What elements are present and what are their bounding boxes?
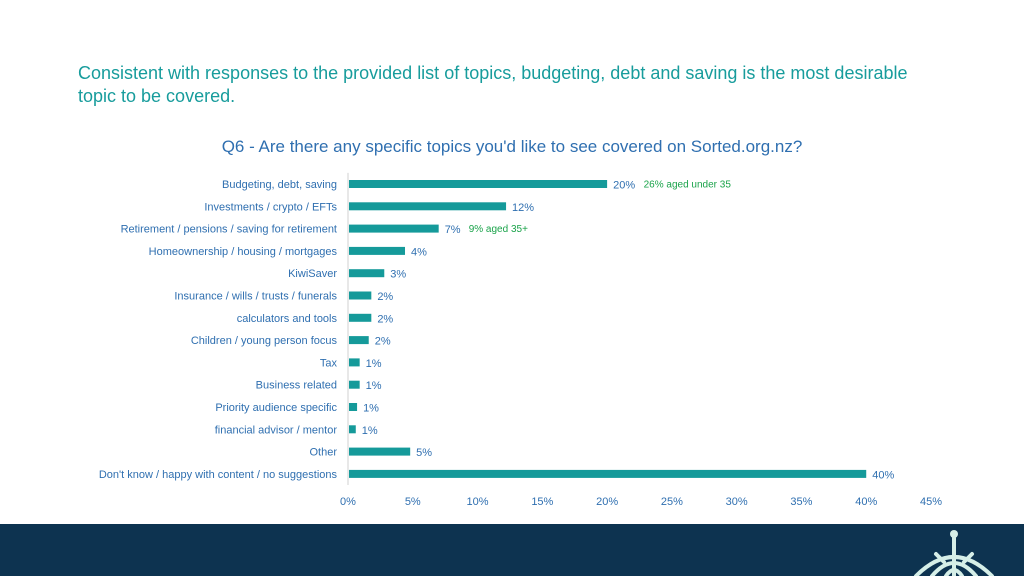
category-label: Insurance / wills / trusts / funerals <box>174 291 337 303</box>
x-tick-label: 20% <box>596 496 618 508</box>
x-tick-label: 10% <box>467 496 489 508</box>
sorted-logo-icon <box>914 530 994 576</box>
category-label: Budgeting, debt, saving <box>222 179 337 191</box>
bar-priority-audience-specific <box>349 403 358 411</box>
data-label: 2% <box>375 336 391 348</box>
data-label: 5% <box>416 447 432 459</box>
category-label: Tax <box>320 357 338 369</box>
category-label: Business related <box>256 380 337 392</box>
bar-homeownership-housing-mortgages <box>349 246 406 255</box>
bar-budgeting-debt-saving <box>349 180 608 188</box>
category-label: Other <box>309 447 337 459</box>
annotation-label: 26% aged under 35 <box>644 180 732 191</box>
category-label: Retirement / pensions / saving for retir… <box>121 224 337 236</box>
bar-tax <box>349 358 360 367</box>
data-label: 1% <box>366 380 382 392</box>
headline: Consistent with responses to the provide… <box>78 63 908 106</box>
bar-kiwisaver <box>349 269 385 278</box>
chart-title: Q6 - Are there any specific topics you'd… <box>221 137 803 156</box>
bar-financial-advisor-mentor <box>349 425 356 434</box>
category-label: Homeownership / housing / mortgages <box>149 246 338 258</box>
bar-other <box>349 447 411 456</box>
x-tick-label: 0% <box>340 496 356 508</box>
data-label: 2% <box>377 291 393 303</box>
x-tick-label: 35% <box>790 496 812 508</box>
data-label: 7% <box>445 224 461 236</box>
annotation-label: 9% aged 35+ <box>469 224 528 235</box>
data-label: 2% <box>377 313 393 325</box>
category-label: Priority audience specific <box>215 402 337 414</box>
data-label: 1% <box>362 425 378 437</box>
data-label: 1% <box>366 358 382 370</box>
bar-children-young-person-focus <box>349 336 369 345</box>
data-label: 1% <box>363 403 379 415</box>
bar-business-related <box>349 380 360 389</box>
category-label: Children / young person focus <box>191 335 338 347</box>
bar-calculators-and-tools <box>349 313 372 322</box>
x-tick-label: 25% <box>661 496 683 508</box>
bar-investments-crypto-efts <box>349 202 507 211</box>
data-label: 3% <box>390 269 406 281</box>
bar-retirement-pensions-saving-for-retirement <box>349 224 439 233</box>
data-label: 12% <box>512 202 534 214</box>
x-tick-label: 40% <box>855 496 877 508</box>
x-tick-label: 30% <box>726 496 748 508</box>
category-label: Investments / crypto / EFTs <box>204 201 337 213</box>
category-label: financial advisor / mentor <box>215 424 338 436</box>
data-label: 4% <box>411 246 427 258</box>
x-tick-label: 15% <box>531 496 553 508</box>
bar-don-t-know-happy-with-content-no-suggestions <box>349 469 867 478</box>
bar-chart: Budgeting, debt, saving 20% Investments / … <box>99 172 942 508</box>
category-label: calculators and tools <box>237 313 338 325</box>
footer-band <box>0 524 1024 576</box>
data-label: 20% <box>613 180 635 192</box>
category-label: Don't know / happy with content / no sug… <box>99 469 338 481</box>
bar-insurance-wills-trusts-funerals <box>349 291 372 300</box>
x-tick-label: 5% <box>405 496 421 508</box>
data-label: 40% <box>872 469 894 481</box>
category-label: KiwiSaver <box>288 268 337 280</box>
x-tick-label: 45% <box>920 496 942 508</box>
